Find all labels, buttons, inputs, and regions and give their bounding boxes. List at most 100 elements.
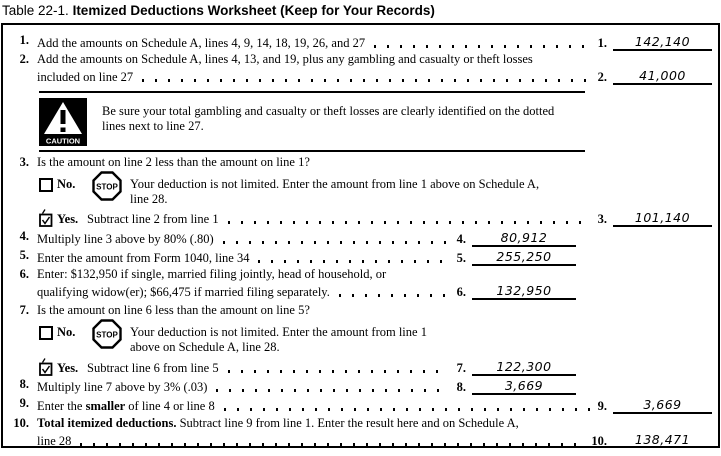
line-3-no-text: Your deduction is not limited. Enter the… [130, 177, 539, 207]
line-10-entry-number: 10. [591, 434, 607, 448]
line-7-entry-number: 7. [456, 361, 466, 375]
line-7-yes-text: Subtract line 6 from line 5 [87, 361, 219, 375]
stop-icon-label: STOP [96, 183, 118, 192]
table-title-main: Itemized Deductions Worksheet (Keep for … [72, 3, 435, 18]
caution-text-line2: lines next to line 27. [102, 119, 204, 133]
line-7-no-label: No. [57, 325, 76, 339]
line-3-yes-option: Yes. Subtract line 2 from line 1 3. 101,… [39, 209, 712, 227]
worksheet-line-9: 9. Enter the smaller of line 4 or line 8… [11, 396, 712, 414]
line-1-text: Add the amounts on Schedule A, lines 4, … [37, 36, 366, 50]
line-6-amount: 132,950 [496, 283, 552, 298]
line-4-entry: 4. 80,912 [457, 229, 576, 247]
table-title: Table 22-1. Itemized Deductions Workshee… [0, 0, 721, 23]
line-3-no-option: No. STOP Your deduction is not limited. … [39, 171, 712, 207]
line-9-text: Enter the smaller of line 4 or line 8 [37, 399, 215, 414]
line-7-yes-option: Yes. Subtract line 6 from line 5 7. 122,… [39, 358, 712, 376]
line-10-number: 10. [13, 416, 29, 430]
dot-leader [338, 294, 449, 297]
line-6-number: 6. [19, 267, 29, 281]
line-10-text-rest: Subtract line 9 from line 1. Enter the r… [176, 416, 519, 430]
line-2-amount-field[interactable]: 41,000 [613, 67, 712, 85]
line-1-amount: 142,140 [634, 34, 691, 49]
worksheet-line-6: 6. Enter: $132,950 if single, married fi… [11, 267, 712, 300]
line-10-amount-field[interactable]: 138,471 [613, 431, 712, 447]
table-title-prefix: Table 22-1. [2, 3, 69, 18]
line-2-text-line1: Add the amounts on Schedule A, lines 4, … [37, 52, 533, 66]
line-10-text-line2: line 28 [37, 434, 72, 448]
line-1-entry: 1. 142,140 [598, 33, 712, 51]
line-4-entry-number: 4. [456, 232, 466, 246]
line-2-entry: 2. 41,000 [598, 67, 712, 85]
worksheet-box: 1. Add the amounts on Schedule A, lines … [1, 23, 720, 448]
dot-leader [374, 45, 590, 48]
line-8-entry: 8. 3,669 [457, 377, 576, 395]
line-10-text-line1: Total itemized deductions. Subtract line… [37, 416, 712, 431]
line-2-number: 2. [19, 52, 29, 66]
line-5-amount-field[interactable]: 255,250 [472, 248, 576, 266]
line-2-text-line2: included on line 27 [37, 70, 134, 84]
line-7-yes-label: Yes. [57, 361, 79, 375]
line-9-amount-field[interactable]: 3,669 [613, 396, 712, 414]
line-3-no-text-line2: line 28. [130, 192, 168, 206]
dot-leader [227, 370, 449, 373]
line-2-text: Add the amounts on Schedule A, lines 4, … [37, 52, 712, 85]
line-10-amount: 138,471 [634, 432, 691, 447]
worksheet-line-8: 8. Multiply line 7 above by 3% (.03) 8. … [11, 377, 712, 395]
line-8-amount-field[interactable]: 3,669 [472, 377, 576, 395]
worksheet-line-3-question: 3. Is the amount on line 2 less than the… [11, 155, 712, 170]
line-9-entry-number: 9. [597, 399, 607, 413]
caution-icon: CAUTION [39, 98, 87, 146]
line-6-text-line1: Enter: $132,950 if single, married filin… [37, 267, 387, 281]
line-3-no-checkbox[interactable] [39, 178, 53, 192]
dot-leader [258, 260, 449, 263]
line-3-number: 3. [19, 155, 29, 169]
line-5-text: Enter the amount from Form 1040, line 34 [37, 251, 250, 265]
line-4-amount-field[interactable]: 80,912 [472, 229, 576, 247]
line-8-entry-number: 8. [456, 380, 466, 394]
line-9-amount: 3,669 [643, 397, 682, 412]
line-7-no-text-line1: Your deduction is not limited. Enter the… [130, 325, 427, 339]
stop-icon: STOP [92, 171, 122, 201]
line-7-amount-field[interactable]: 122,300 [472, 358, 576, 376]
line-3-no-text-line1: Your deduction is not limited. Enter the… [130, 177, 540, 191]
line-7-entry: 7. 122,300 [457, 358, 576, 376]
line-3-entry-number: 3. [597, 212, 607, 226]
line-7-yes-checkbox[interactable] [39, 358, 54, 376]
line-5-amount: 255,250 [496, 249, 552, 264]
worksheet-line-10: 10. Total itemized deductions. Subtract … [11, 416, 712, 448]
line-6-text-line2: qualifying widow(er); $66,475 if married… [37, 285, 330, 299]
line-9-text-bold: smaller [85, 399, 126, 413]
line-3-yes-checkbox[interactable] [39, 209, 54, 227]
line-8-text: Multiply line 7 above by 3% (.03) [37, 380, 208, 394]
worksheet-line-4: 4. Multiply line 3 above by 80% (.80) 4.… [11, 229, 712, 247]
worksheet-line-5: 5. Enter the amount from Form 1040, line… [11, 248, 712, 266]
line-4-text: Multiply line 3 above by 80% (.80) [37, 232, 214, 246]
line-7-number: 7. [19, 303, 29, 317]
dot-leader [222, 241, 449, 244]
caution-icon-label: CAUTION [46, 137, 80, 146]
dot-leader [142, 79, 590, 82]
line-3-question-text: Is the amount on line 2 less than the am… [37, 155, 310, 169]
line-1-amount-field[interactable]: 142,140 [613, 33, 712, 51]
line-5-entry-number: 5. [456, 251, 466, 265]
line-3-yes-text: Subtract line 2 from line 1 [87, 212, 219, 226]
line-7-question-text: Is the amount on line 6 less than the am… [37, 303, 310, 317]
line-8-amount: 3,669 [504, 378, 544, 393]
line-9-entry: 9. 3,669 [598, 396, 712, 414]
line-6-amount-field[interactable]: 132,950 [472, 282, 576, 300]
line-5-number: 5. [19, 248, 29, 262]
line-3-amount-field[interactable]: 101,140 [613, 209, 712, 227]
worksheet-line-1: 1. Add the amounts on Schedule A, lines … [11, 33, 712, 51]
line-5-entry: 5. 255,250 [457, 248, 576, 266]
dot-leader [223, 408, 590, 411]
divider-bottom [39, 150, 585, 152]
line-2-amount: 41,000 [639, 68, 686, 83]
line-3-amount: 101,140 [634, 210, 691, 225]
line-9-number: 9. [19, 396, 29, 410]
dot-leader [216, 389, 449, 392]
line-7-amount: 122,300 [496, 359, 552, 374]
divider-top [39, 91, 585, 93]
line-7-no-checkbox[interactable] [39, 326, 53, 340]
line-7-no-text: Your deduction is not limited. Enter the… [130, 325, 427, 355]
line-4-number: 4. [19, 229, 29, 243]
